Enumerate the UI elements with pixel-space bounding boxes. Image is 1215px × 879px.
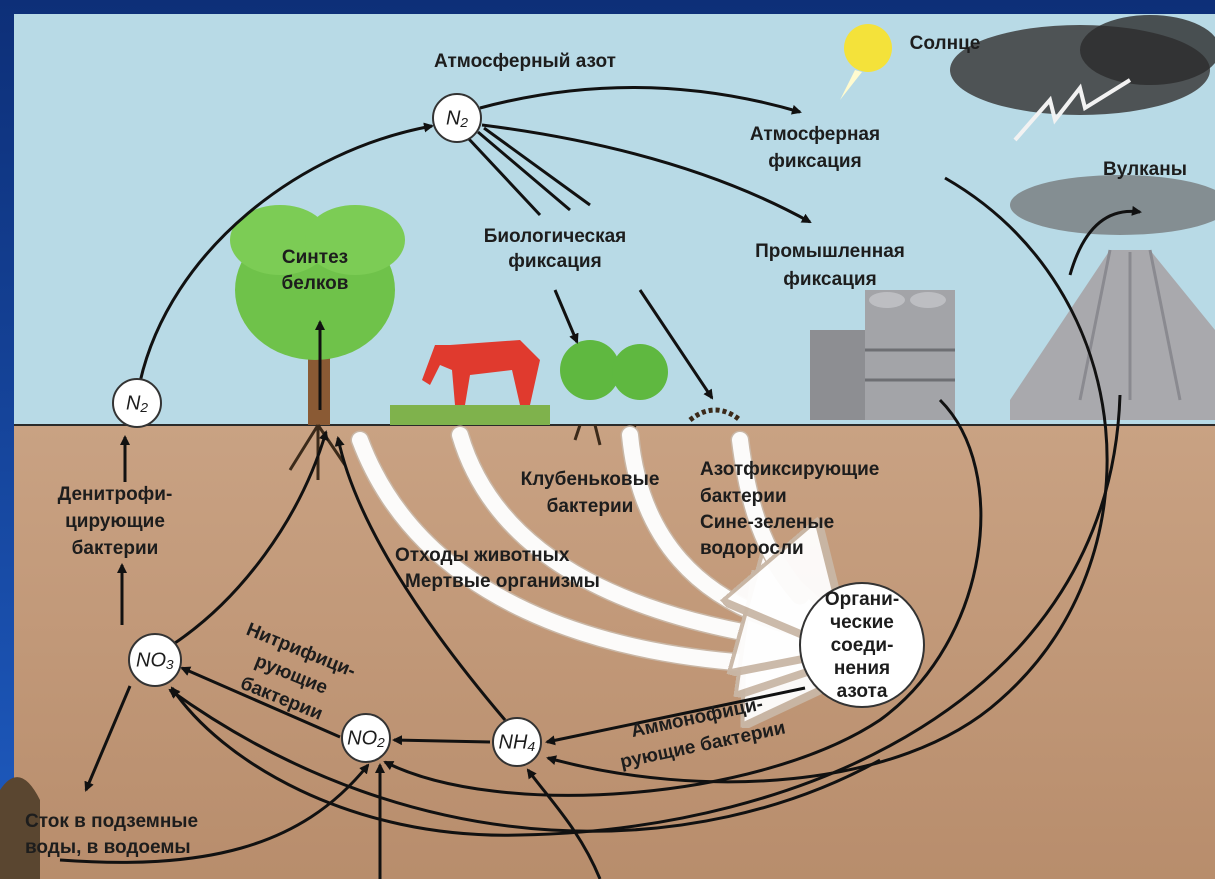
- label: белков: [282, 273, 349, 294]
- black-arrows-part: [394, 740, 490, 742]
- node-label: нения: [834, 658, 890, 679]
- label: Азотфиксирующие: [700, 459, 879, 480]
- label: бактерии: [72, 538, 159, 559]
- label: бактерии: [547, 496, 634, 517]
- label: фиксация: [508, 251, 601, 272]
- deer-and-plants-part: [390, 405, 550, 425]
- factory-part: [910, 292, 946, 308]
- factory-part: [869, 292, 905, 308]
- label: Сток в подземные: [25, 811, 198, 832]
- node-label: N₂: [126, 392, 148, 414]
- background: [0, 0, 1215, 879]
- node-label: NO₂: [347, 727, 385, 749]
- sky-elements-part: [1080, 15, 1215, 85]
- label: Сине-зеленые: [700, 512, 834, 533]
- nitrogen-cycle-diagram: Атмосферный азот Солнце Атмосферная фикс…: [0, 0, 1215, 879]
- label: Промышленная: [755, 241, 905, 262]
- node-label: N₂: [446, 107, 468, 129]
- deer-and-plants-part: [612, 344, 668, 400]
- label: воды, в водоемы: [25, 837, 191, 858]
- label: Синтез: [282, 247, 348, 268]
- label: Атмосферная: [750, 124, 880, 145]
- deer-and-plants-part: [560, 340, 620, 400]
- node-label: ческие: [830, 612, 894, 633]
- label: Денитрофи-: [58, 484, 173, 505]
- label: водоросли: [700, 538, 804, 559]
- label: Клубеньковые: [521, 469, 660, 490]
- label: цирующие: [65, 511, 165, 532]
- node-label: азота: [837, 681, 888, 702]
- sun-label: Солнце: [910, 33, 981, 54]
- label: Биологическая: [484, 226, 627, 247]
- node-label: Органи-: [825, 589, 899, 610]
- sky-elements-part: [844, 24, 892, 72]
- title: Атмосферный азот: [434, 51, 616, 72]
- label: Отходы животных: [395, 545, 570, 566]
- factory-part: [810, 330, 865, 420]
- node-label: NO₃: [136, 649, 174, 671]
- node-label: NH₄: [499, 731, 536, 753]
- node-label: соеди-: [831, 635, 894, 656]
- label: фиксация: [783, 269, 876, 290]
- label: Мертвые организмы: [405, 571, 600, 592]
- label: фиксация: [768, 151, 861, 172]
- label: Вулканы: [1103, 159, 1187, 180]
- label: бактерии: [700, 486, 787, 507]
